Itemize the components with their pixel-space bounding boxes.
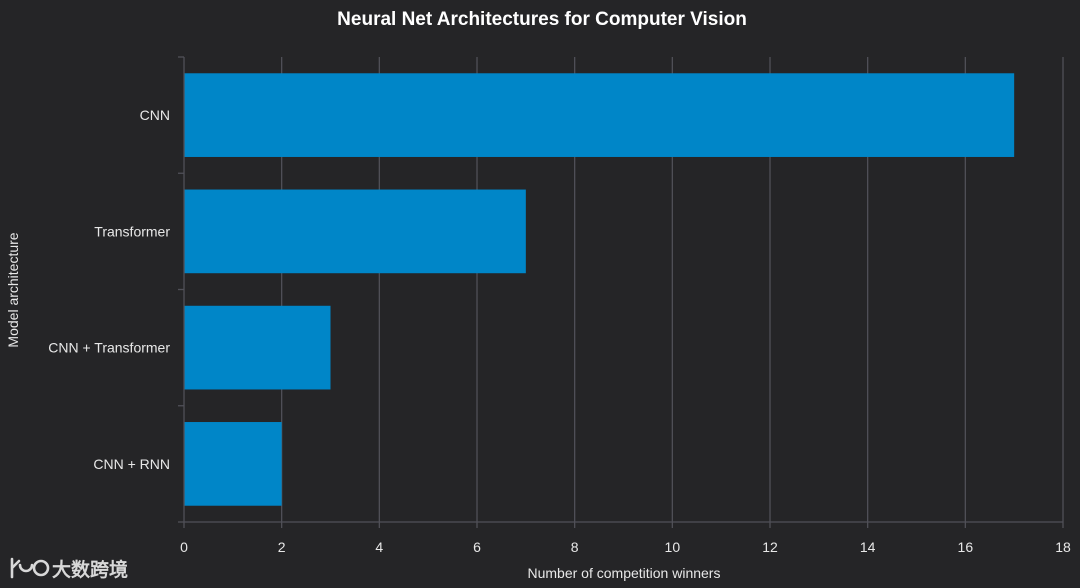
y-category-label: Transformer bbox=[94, 223, 170, 239]
bar bbox=[184, 422, 282, 506]
y-category-labels: CNN Transformer CNN + Transformer CNN + RNN bbox=[48, 107, 170, 472]
x-tick-label: 8 bbox=[571, 539, 579, 555]
x-tick-label: 4 bbox=[375, 539, 383, 555]
x-tick-label: 10 bbox=[665, 539, 681, 555]
x-tick-label: 2 bbox=[278, 539, 286, 555]
x-axis-title: Number of competition winners bbox=[528, 565, 721, 581]
watermark-logo-icon bbox=[10, 557, 50, 579]
x-tick-label: 12 bbox=[762, 539, 778, 555]
x-tick-label: 6 bbox=[473, 539, 481, 555]
y-category-label: CNN bbox=[140, 107, 170, 123]
watermark-text: 大数跨境 bbox=[52, 558, 128, 581]
y-axis-title: Model architecture bbox=[5, 232, 21, 347]
watermark: 大数跨境 bbox=[10, 557, 128, 581]
bar bbox=[184, 189, 526, 274]
x-tick-label: 16 bbox=[958, 539, 974, 555]
x-tick-label: 0 bbox=[180, 539, 188, 555]
x-tick-label: 18 bbox=[1055, 539, 1071, 555]
y-category-label: CNN + Transformer bbox=[48, 340, 170, 356]
bar bbox=[184, 73, 1015, 157]
bar bbox=[184, 305, 331, 390]
x-tick-labels: 0 2 4 6 8 10 12 14 16 18 bbox=[180, 539, 1071, 555]
chart-title: Neural Net Architectures for Computer Vi… bbox=[337, 9, 747, 30]
y-category-label: CNN + RNN bbox=[93, 456, 170, 472]
x-tick-label: 14 bbox=[860, 539, 876, 555]
axes bbox=[178, 56, 1064, 528]
bars bbox=[184, 73, 1015, 506]
